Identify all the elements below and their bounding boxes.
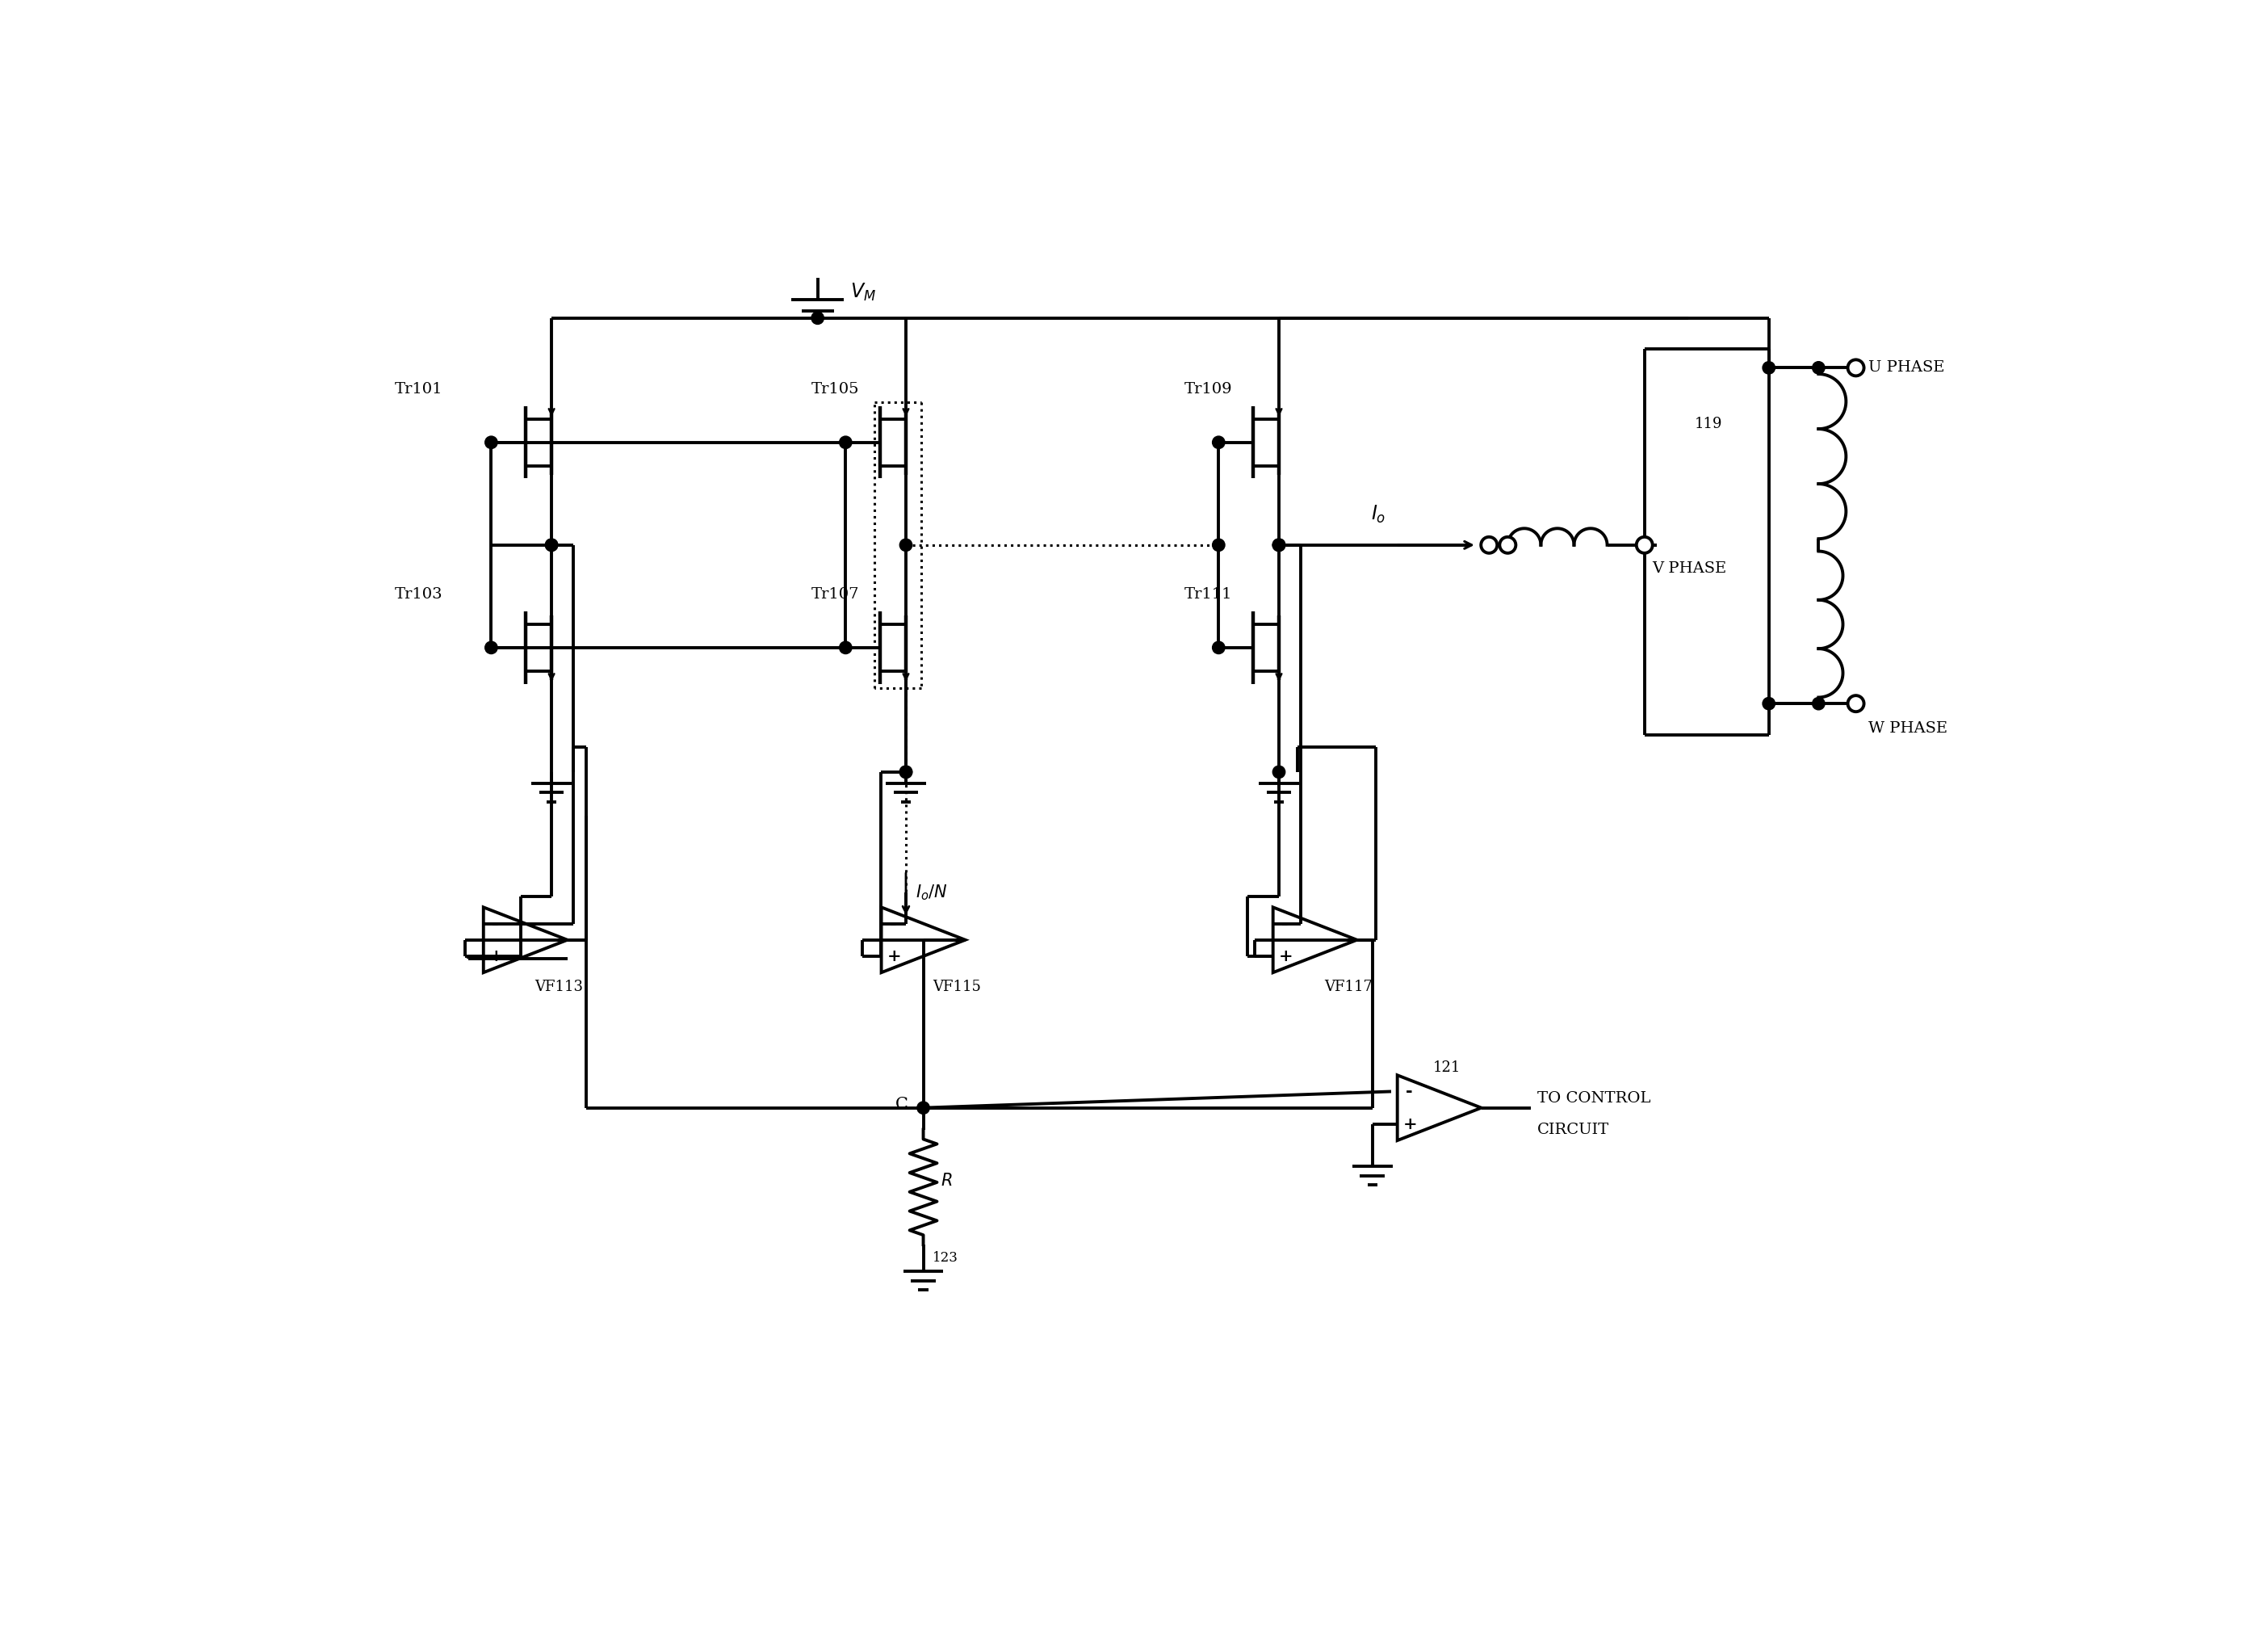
Circle shape bbox=[1848, 360, 1864, 376]
Circle shape bbox=[544, 540, 558, 551]
Circle shape bbox=[900, 766, 912, 779]
Text: 123: 123 bbox=[932, 1251, 959, 1264]
Text: +: + bbox=[1279, 949, 1293, 964]
Text: TO CONTROL: TO CONTROL bbox=[1538, 1091, 1651, 1105]
Text: 119: 119 bbox=[1694, 416, 1721, 431]
Text: VF113: VF113 bbox=[535, 978, 583, 993]
Circle shape bbox=[544, 540, 558, 551]
Text: $V_M$: $V_M$ bbox=[850, 280, 875, 302]
Text: +: + bbox=[887, 949, 900, 964]
Text: -: - bbox=[1406, 1084, 1413, 1099]
Circle shape bbox=[839, 436, 853, 449]
Circle shape bbox=[485, 436, 497, 449]
Text: Tr107: Tr107 bbox=[812, 587, 860, 602]
Circle shape bbox=[485, 642, 497, 653]
Text: $I_o/N$: $I_o/N$ bbox=[916, 883, 948, 903]
Circle shape bbox=[1213, 540, 1225, 551]
Circle shape bbox=[900, 766, 912, 779]
Text: -: - bbox=[492, 916, 499, 932]
Circle shape bbox=[1812, 698, 1826, 710]
Circle shape bbox=[839, 642, 853, 653]
Text: 121: 121 bbox=[1433, 1059, 1461, 1074]
Circle shape bbox=[1762, 698, 1776, 710]
Text: Tr109: Tr109 bbox=[1184, 383, 1232, 396]
Text: $I_o$: $I_o$ bbox=[1370, 503, 1386, 525]
Circle shape bbox=[1637, 536, 1653, 553]
Text: +: + bbox=[1404, 1115, 1418, 1132]
Text: Tr101: Tr101 bbox=[395, 383, 442, 396]
Circle shape bbox=[1762, 361, 1776, 375]
Text: W PHASE: W PHASE bbox=[1869, 721, 1948, 736]
Circle shape bbox=[1272, 540, 1286, 551]
Circle shape bbox=[1272, 540, 1286, 551]
Text: $R$: $R$ bbox=[941, 1173, 953, 1190]
Circle shape bbox=[916, 1102, 930, 1114]
Text: +: + bbox=[490, 949, 503, 964]
Text: VF117: VF117 bbox=[1325, 978, 1372, 993]
Circle shape bbox=[812, 312, 823, 325]
Text: U PHASE: U PHASE bbox=[1869, 360, 1944, 375]
Text: -: - bbox=[1281, 916, 1288, 932]
Text: Tr111: Tr111 bbox=[1184, 587, 1232, 602]
Text: Tr103: Tr103 bbox=[395, 587, 442, 602]
Circle shape bbox=[1499, 536, 1515, 553]
Circle shape bbox=[1272, 766, 1286, 779]
Text: C: C bbox=[896, 1097, 907, 1112]
Text: Tr105: Tr105 bbox=[812, 383, 860, 396]
Text: CIRCUIT: CIRCUIT bbox=[1538, 1122, 1610, 1137]
Circle shape bbox=[1213, 642, 1225, 653]
Text: -: - bbox=[889, 916, 896, 932]
Circle shape bbox=[1213, 436, 1225, 449]
Circle shape bbox=[1272, 540, 1286, 551]
Circle shape bbox=[1481, 536, 1497, 553]
Circle shape bbox=[1848, 696, 1864, 711]
Circle shape bbox=[900, 540, 912, 551]
Circle shape bbox=[1812, 361, 1826, 375]
Text: VF115: VF115 bbox=[932, 978, 982, 993]
Text: V PHASE: V PHASE bbox=[1651, 561, 1726, 576]
